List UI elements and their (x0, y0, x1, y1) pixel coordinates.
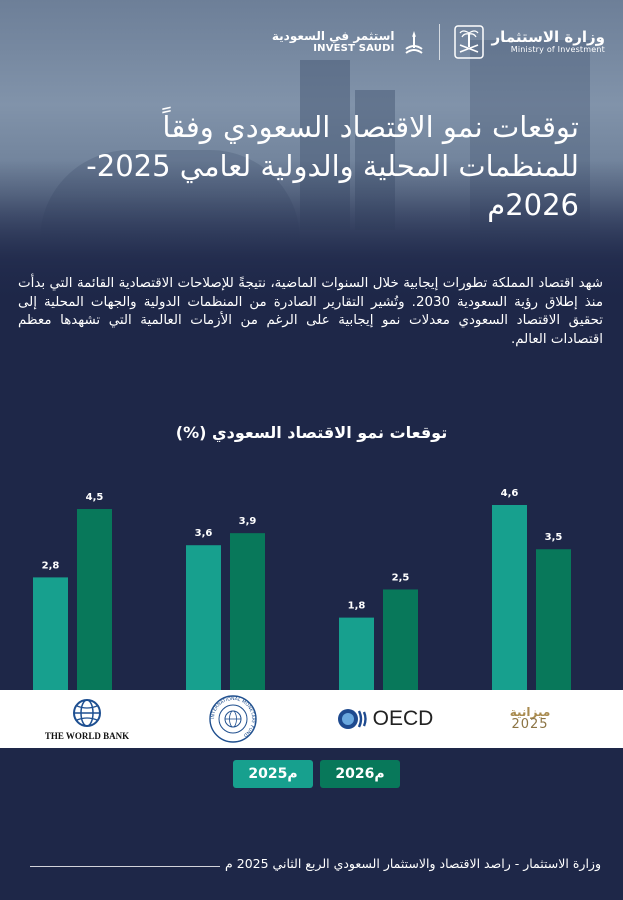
palm-swords-emblem-icon (453, 25, 484, 59)
bar-2025-group-2 (339, 617, 374, 690)
bar-value-label: 3,9 (239, 516, 257, 527)
bar-value-label: 4,6 (501, 488, 519, 499)
bar-2025-group-1 (186, 545, 221, 690)
bar-2026-group-1 (230, 533, 265, 690)
bar-value-label: 4,5 (86, 492, 104, 503)
ministry-name-ar: وزارة الاستثمار (491, 28, 605, 47)
invest-saudi-ar: استثمر في السعودية (271, 28, 395, 43)
growth-bar-chart: 2,8 4,5 3,6 3,9 1,8 2,5 4,6 3,5 (33, 488, 571, 690)
ministry-logo: وزارة الاستثمار Ministry of Investment (453, 25, 605, 59)
oecd-circles-icon (337, 709, 367, 729)
legend-2026: 2026م (320, 760, 400, 788)
bar-2026-group-0 (77, 509, 112, 690)
bar-2026-group-2 (383, 589, 418, 690)
oecd-label: OECD (372, 707, 434, 730)
bar-value-label: 3,6 (195, 528, 213, 539)
bar-value-label: 3,5 (545, 532, 563, 543)
bar-2025-group-0 (33, 577, 68, 690)
bar-2025-group-3 (492, 505, 527, 690)
hero-background (0, 0, 623, 300)
world-bank-logo: THE WORLD BANK (28, 690, 146, 748)
logo-separator (438, 24, 440, 60)
legend-2025: 2025م (233, 760, 313, 788)
oecd-logo: OECD (330, 690, 440, 748)
invest-saudi-logo: استثمر في السعودية INVEST SAUDI (272, 29, 425, 55)
imf-seal-icon: INTERNATIONAL MONETARY FUND (209, 695, 257, 743)
bar-2026-group-3 (536, 549, 571, 690)
invest-saudi-en: INVEST SAUDI (313, 43, 395, 55)
chart-title: توقعات نمو الاقتصاد السعودي (%) (175, 423, 448, 442)
budget-2025-logo: ميزانية 2025 (490, 690, 570, 748)
organizations-strip: THE WORLD BANK INTERNATIONAL MONETARY FU… (0, 690, 623, 748)
chart-legend: 2026م 2025م (0, 760, 623, 788)
world-bank-label: THE WORLD BANK (44, 730, 130, 741)
budget-label-ar: ميزانية (509, 704, 551, 719)
footer-rule (30, 866, 220, 867)
ministry-name-en: Ministry of Investment (510, 44, 605, 54)
bar-value-label: 1,8 (348, 601, 366, 612)
bar-value-label: 2,8 (42, 560, 60, 571)
intro-paragraph: شهد اقتصاد المملكة تطورات إيجابية خلال ا… (18, 276, 604, 347)
world-bank-globe-icon (72, 698, 101, 727)
header-logos: استثمر في السعودية INVEST SAUDI وزارة ال… (272, 20, 605, 64)
page-title: توقعات نمو الاقتصاد السعودي وفقاً للمنظم… (86, 110, 579, 222)
imf-logo: INTERNATIONAL MONETARY FUND (198, 690, 268, 748)
invest-emblem-icon (404, 31, 423, 54)
bar-value-label: 2,5 (392, 572, 410, 583)
footer-source: وزارة الاستثمار - راصد الاقتصاد والاستثم… (225, 856, 601, 871)
budget-year: 2025 (511, 717, 549, 733)
